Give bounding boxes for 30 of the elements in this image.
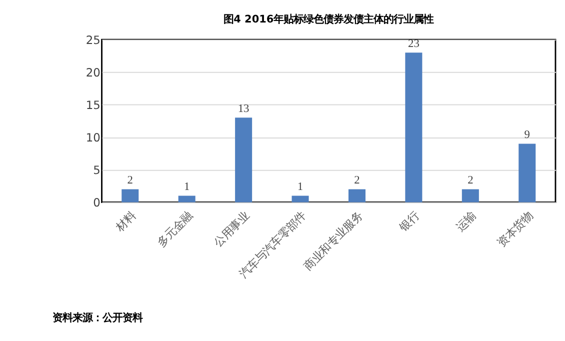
bar (178, 196, 196, 202)
bar (235, 118, 252, 202)
data-label: 2 (354, 174, 360, 187)
x-tick-label: 资本货物 (494, 208, 536, 250)
bar (518, 144, 536, 202)
data-label: 2 (127, 174, 134, 187)
x-tick-label: 公用事业 (210, 208, 252, 250)
y-tick-label: 5 (93, 162, 100, 177)
data-label: 1 (184, 181, 190, 194)
x-tick-label: 多元金融 (154, 208, 196, 250)
y-tick-label: 15 (86, 98, 100, 112)
bar (122, 189, 139, 202)
x-tick-label: 材料 (112, 208, 138, 235)
bar (292, 196, 309, 202)
text: 资料来源：公开资料 (52, 312, 142, 324)
y-tick-label: 0 (93, 196, 100, 210)
y-tick-label: 20 (86, 65, 100, 80)
data-label: 23 (408, 38, 420, 50)
bar (348, 189, 366, 202)
bar (462, 189, 479, 202)
bar (405, 52, 422, 202)
data-label: 1 (297, 181, 304, 194)
x-tick-label: 银行 (396, 208, 422, 235)
data-label: 13 (238, 102, 250, 115)
data-label: 2 (468, 174, 474, 187)
data-label: 9 (524, 128, 530, 141)
x-tick-label: 运输 (453, 208, 479, 234)
y-tick-label: 10 (86, 130, 100, 144)
y-tick-label: 25 (86, 32, 100, 47)
chart-title: 图4 2016年贴标绿色债券发债主体的行业属性 (224, 13, 434, 26)
